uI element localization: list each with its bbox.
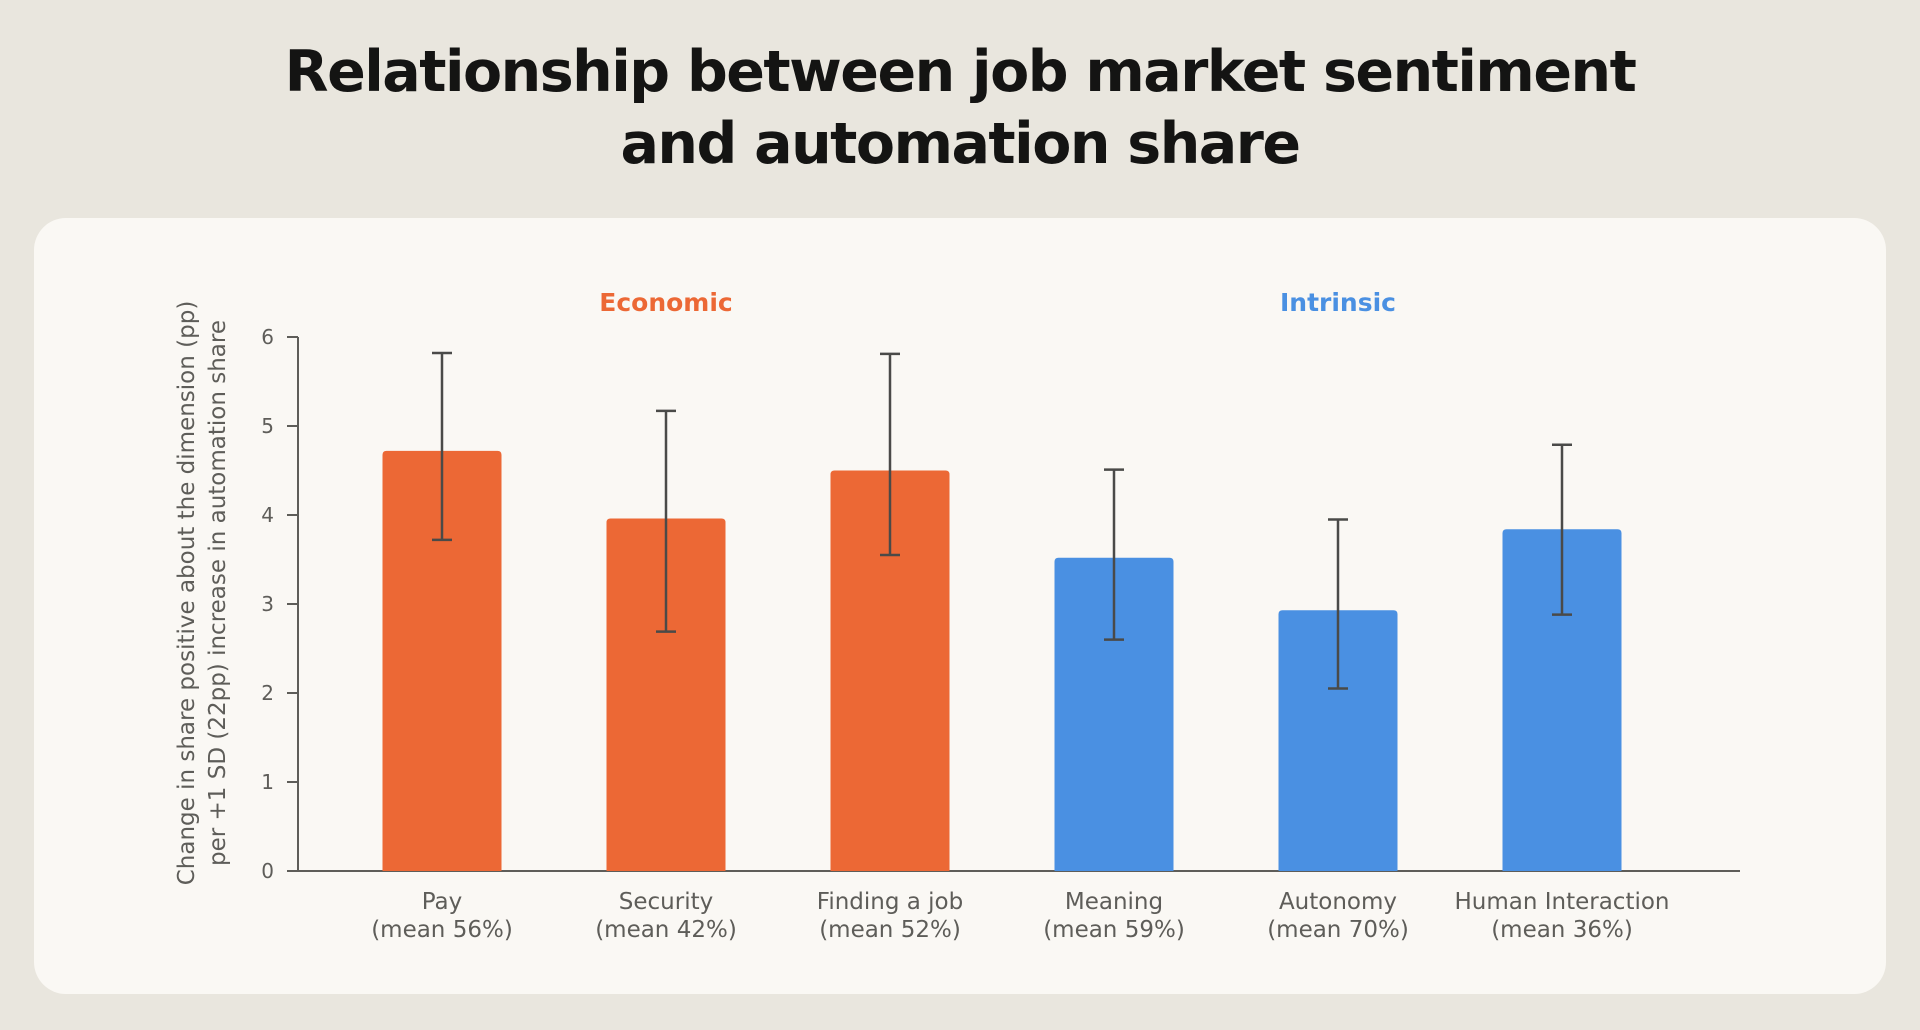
y-axis-label: Change in share positive about the dimen… <box>174 301 231 886</box>
chart-title: Relationship between job market sentimen… <box>0 36 1920 180</box>
error-bar-human-interaction <box>1552 443 1572 616</box>
x-tick-label: Autonomy <box>1279 889 1397 915</box>
error-bars <box>432 351 1572 690</box>
x-tick-sublabel: (mean 70%) <box>1267 917 1409 943</box>
y-axis-label-line-1: Change in share positive about the dimen… <box>174 301 200 886</box>
x-tick-sublabel: (mean 36%) <box>1491 917 1633 943</box>
group-label-economic: Economic <box>599 288 732 317</box>
chart-title-line-2: and automation share <box>620 111 1301 177</box>
y-tick-label: 2 <box>261 681 274 705</box>
x-tick-sublabel: (mean 52%) <box>819 917 961 943</box>
y-tick-label: 1 <box>261 770 274 794</box>
error-bar-finding-a-job <box>880 352 900 557</box>
y-tick-label: 0 <box>261 859 274 883</box>
bars <box>382 450 1622 871</box>
x-tick-sublabel: (mean 42%) <box>595 917 737 943</box>
y-ticks: 0 1 2 3 4 5 6 <box>261 325 298 883</box>
bar-finding-a-job <box>830 470 950 871</box>
y-tick-label: 3 <box>261 592 274 616</box>
y-tick-label: 4 <box>261 503 274 527</box>
bar-human-interaction <box>1502 529 1622 871</box>
bar-autonomy <box>1278 610 1398 871</box>
x-tick-label: Security <box>619 889 713 915</box>
bar-meaning <box>1054 557 1174 871</box>
y-axis-label-line-2: per +1 SD (22pp) increase in automation … <box>205 320 231 866</box>
group-label-intrinsic: Intrinsic <box>1280 288 1396 317</box>
error-bar-security <box>656 409 676 633</box>
chart-title-line-1: Relationship between job market sentimen… <box>284 39 1637 105</box>
x-tick-sublabel: (mean 59%) <box>1043 917 1185 943</box>
error-bar-pay <box>432 351 452 542</box>
x-tick-sublabel: (mean 56%) <box>371 917 513 943</box>
group-labels: Economic Intrinsic <box>599 288 1396 317</box>
x-tick-label: Meaning <box>1065 889 1163 915</box>
error-bar-meaning <box>1104 468 1124 641</box>
x-tick-labels: Pay(mean 56%) Security(mean 42%) Finding a… <box>371 889 1669 943</box>
x-tick-label: Human Interaction <box>1454 889 1669 915</box>
y-tick-label: 6 <box>261 325 274 349</box>
bar-security <box>606 518 726 871</box>
x-tick-label: Pay <box>422 889 463 915</box>
y-tick-label: 5 <box>261 414 274 438</box>
bar-pay <box>382 450 502 871</box>
x-tick-label: Finding a job <box>817 889 963 915</box>
error-bar-autonomy <box>1328 518 1348 690</box>
